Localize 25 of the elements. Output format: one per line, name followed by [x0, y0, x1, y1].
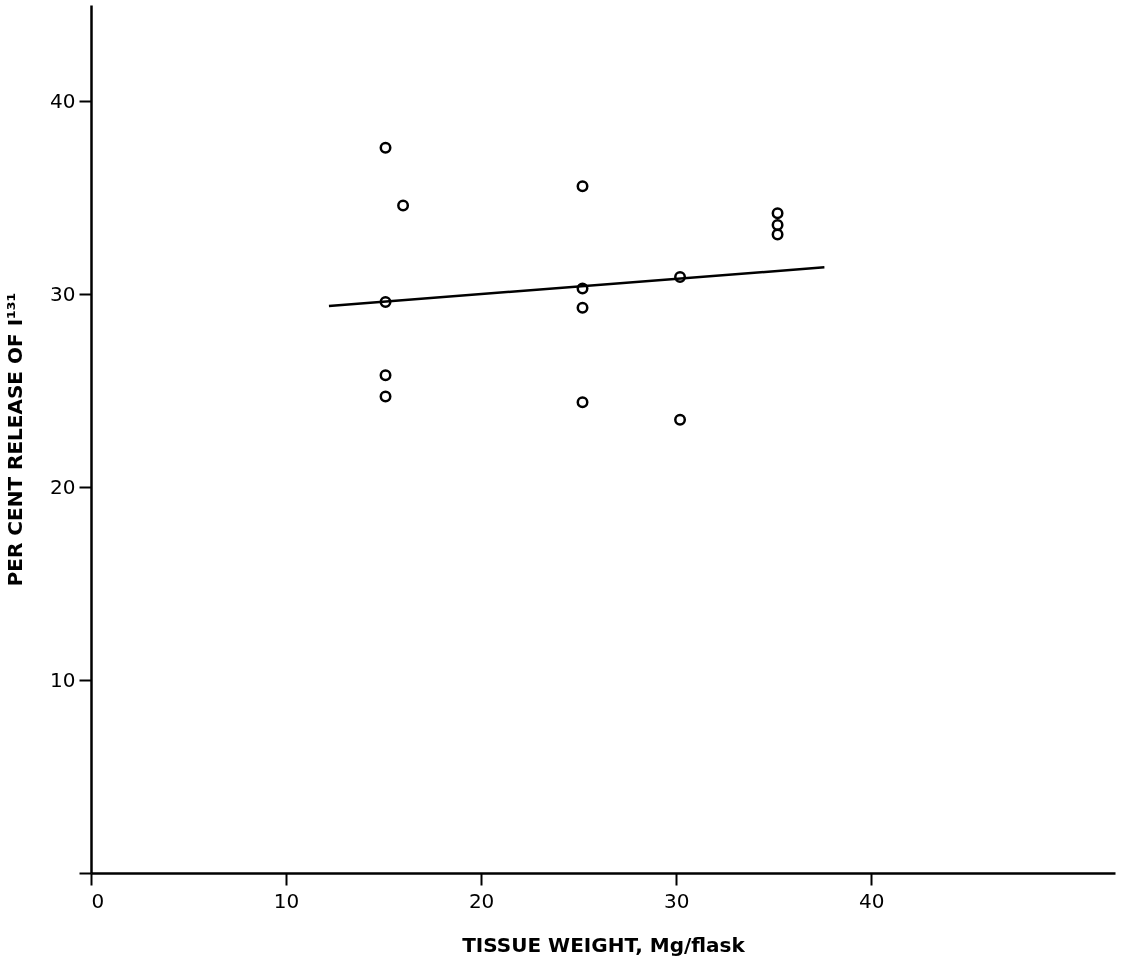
- point: [379, 141, 392, 154]
- y-tick-label: 40: [50, 88, 76, 113]
- x-tick-label: 20: [468, 888, 495, 913]
- point: [674, 413, 687, 426]
- point: [379, 296, 392, 309]
- point: [576, 396, 589, 409]
- point: [576, 301, 589, 314]
- point: [771, 207, 784, 220]
- y-axis-title: PER CENT RELEASE OF I¹³¹: [3, 292, 28, 587]
- point: [771, 218, 784, 231]
- y-tick-label: 10: [50, 667, 76, 692]
- point: [379, 390, 392, 403]
- point: [379, 369, 392, 382]
- x-tick-label: 10: [273, 888, 300, 913]
- x-tick-label: 40: [858, 888, 885, 913]
- y-tick-label: 20: [50, 474, 76, 499]
- point: [576, 180, 589, 193]
- point: [576, 282, 589, 295]
- x-axis-title: TISSUE WEIGHT, Mg/flask: [462, 932, 746, 957]
- point: [397, 199, 410, 212]
- point: [771, 228, 784, 241]
- y-tick-label: 30: [50, 281, 76, 306]
- x-tick-label: 30: [663, 888, 690, 913]
- point: [674, 270, 687, 283]
- x-tick-label: 0: [91, 888, 105, 913]
